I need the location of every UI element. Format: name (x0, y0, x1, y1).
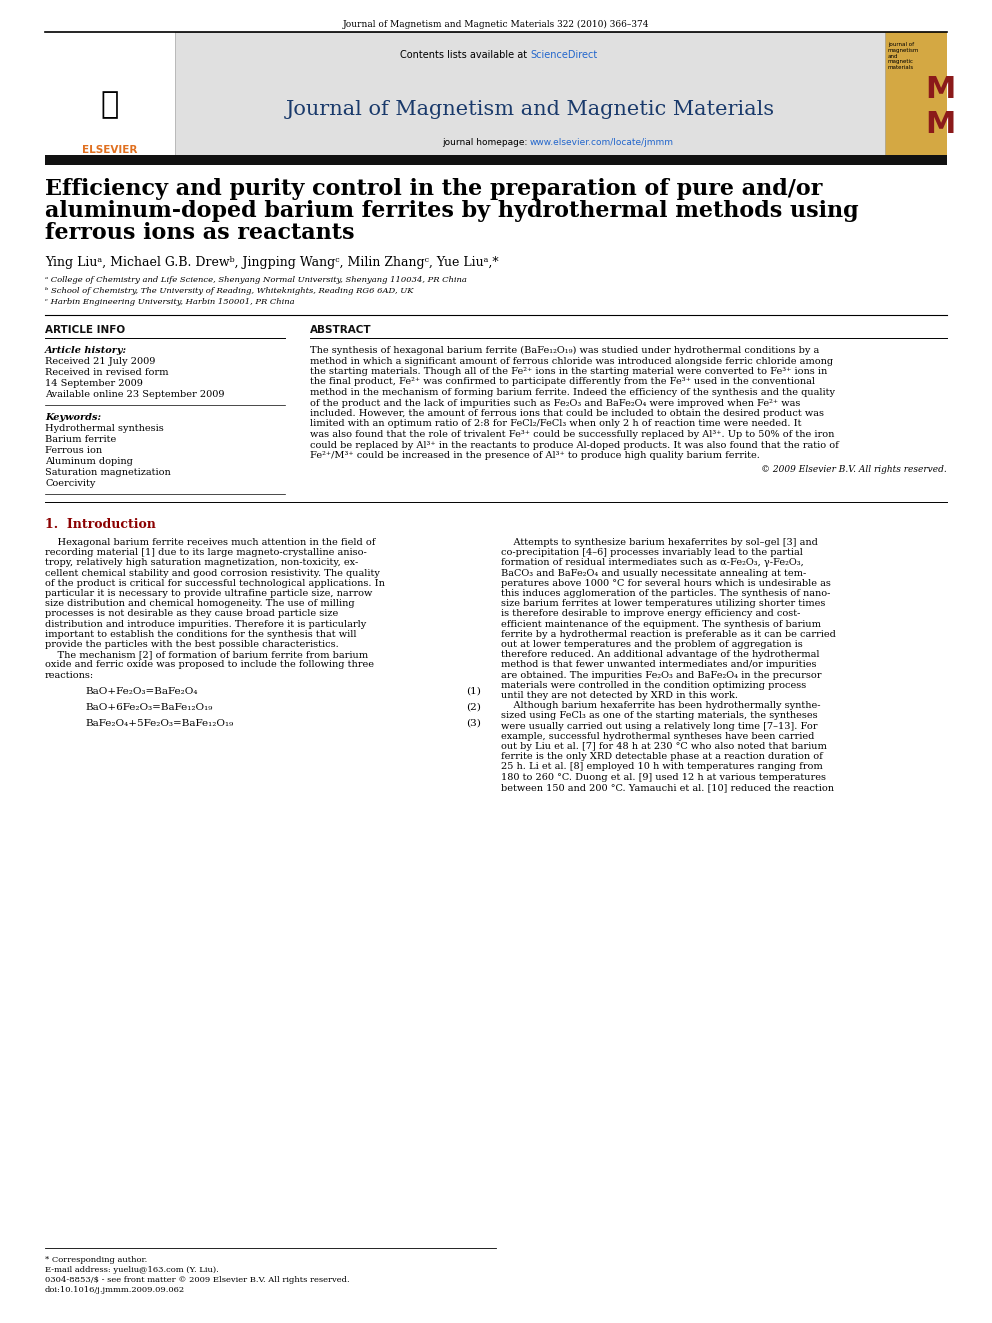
Text: ferrite is the only XRD detectable phase at a reaction duration of: ferrite is the only XRD detectable phase… (501, 753, 822, 761)
Text: 25 h. Li et al. [8] employed 10 h with temperatures ranging from: 25 h. Li et al. [8] employed 10 h with t… (501, 762, 822, 771)
Text: sized using FeCl₃ as one of the starting materials, the syntheses: sized using FeCl₃ as one of the starting… (501, 712, 817, 721)
Text: 14 September 2009: 14 September 2009 (45, 378, 143, 388)
Text: important to establish the conditions for the synthesis that will: important to establish the conditions fo… (45, 630, 356, 639)
Text: journal homepage:: journal homepage: (441, 138, 530, 147)
Text: BaFe₂O₄+5Fe₂O₃=BaFe₁₂O₁₉: BaFe₂O₄+5Fe₂O₃=BaFe₁₂O₁₉ (85, 718, 233, 728)
Text: 1.  Introduction: 1. Introduction (45, 519, 156, 531)
Text: were usually carried out using a relatively long time [7–13]. For: were usually carried out using a relativ… (501, 721, 817, 730)
Text: Received 21 July 2009: Received 21 July 2009 (45, 357, 156, 366)
Text: ARTICLE INFO: ARTICLE INFO (45, 325, 125, 335)
Text: © 2009 Elsevier B.V. All rights reserved.: © 2009 Elsevier B.V. All rights reserved… (761, 466, 947, 475)
Text: ᶜ Harbin Engineering University, Harbin 150001, PR China: ᶜ Harbin Engineering University, Harbin … (45, 298, 295, 306)
Bar (175, 32, 885, 155)
Text: out by Liu et al. [7] for 48 h at 230 °C who also noted that barium: out by Liu et al. [7] for 48 h at 230 °C… (501, 742, 827, 751)
Text: method in the mechanism of forming barium ferrite. Indeed the efficiency of the : method in the mechanism of forming bariu… (310, 388, 835, 397)
Text: of the product is critical for successful technological applications. In: of the product is critical for successfu… (45, 578, 385, 587)
Text: ABSTRACT: ABSTRACT (310, 325, 372, 335)
Bar (45, 155, 947, 165)
Text: tropy, relatively high saturation magnetization, non-toxicity, ex-: tropy, relatively high saturation magnet… (45, 558, 358, 568)
Text: reactions:: reactions: (45, 671, 94, 680)
Text: Efficiency and purity control in the preparation of pure and/or: Efficiency and purity control in the pre… (45, 179, 822, 200)
Text: included. However, the amount of ferrous ions that could be included to obtain t: included. However, the amount of ferrous… (310, 409, 824, 418)
Text: oxide and ferric oxide was proposed to include the following three: oxide and ferric oxide was proposed to i… (45, 660, 374, 669)
Text: materials were controlled in the condition optimizing process: materials were controlled in the conditi… (501, 681, 806, 689)
Text: therefore reduced. An additional advantage of the hydrothermal: therefore reduced. An additional advanta… (501, 650, 819, 659)
Text: ᵇ School of Chemistry, The University of Reading, Whiteknights, Reading RG6 6AD,: ᵇ School of Chemistry, The University of… (45, 287, 414, 295)
Text: efficient maintenance of the equipment. The synthesis of barium: efficient maintenance of the equipment. … (501, 619, 821, 628)
Text: aluminum-doped barium ferrites by hydrothermal methods using: aluminum-doped barium ferrites by hydrot… (45, 200, 859, 222)
Text: ScienceDirect: ScienceDirect (530, 50, 597, 60)
Text: (1): (1) (466, 687, 481, 696)
Text: Keywords:: Keywords: (45, 413, 101, 422)
Text: Ying Liuᵃ, Michael G.B. Drewᵇ, Jingping Wangᶜ, Milin Zhangᶜ, Yue Liuᵃ,*: Ying Liuᵃ, Michael G.B. Drewᵇ, Jingping … (45, 255, 499, 269)
Text: are obtained. The impurities Fe₂O₃ and BaFe₂O₄ in the precursor: are obtained. The impurities Fe₂O₃ and B… (501, 671, 821, 680)
Text: cellent chemical stability and good corrosion resistivity. The quality: cellent chemical stability and good corr… (45, 569, 380, 578)
Bar (175, 32, 885, 155)
Text: limited with an optimum ratio of 2:8 for FeCl₂/FeCl₃ when only 2 h of reaction t: limited with an optimum ratio of 2:8 for… (310, 419, 802, 429)
Text: Journal of Magnetism and Magnetic Materials: Journal of Magnetism and Magnetic Materi… (286, 101, 775, 119)
Text: Saturation magnetization: Saturation magnetization (45, 468, 171, 478)
Text: this induces agglomeration of the particles. The synthesis of nano-: this induces agglomeration of the partic… (501, 589, 830, 598)
Text: M: M (925, 110, 955, 139)
Text: The mechanism [2] of formation of barium ferrite from barium: The mechanism [2] of formation of barium… (45, 650, 368, 659)
Text: BaO+6Fe₂O₃=BaFe₁₂O₁₉: BaO+6Fe₂O₃=BaFe₁₂O₁₉ (85, 703, 212, 712)
Text: www.elsevier.com/locate/jmmm: www.elsevier.com/locate/jmmm (530, 138, 674, 147)
Text: processes is not desirable as they cause broad particle size: processes is not desirable as they cause… (45, 610, 338, 618)
Text: is therefore desirable to improve energy efficiency and cost-: is therefore desirable to improve energy… (501, 610, 801, 618)
Text: method in which a significant amount of ferrous chloride was introduced alongsid: method in which a significant amount of … (310, 356, 833, 365)
Text: could be replaced by Al³⁺ in the reactants to produce Al-doped products. It was : could be replaced by Al³⁺ in the reactan… (310, 441, 839, 450)
Text: Available online 23 September 2009: Available online 23 September 2009 (45, 390, 224, 400)
Text: Article history:: Article history: (45, 347, 127, 355)
Text: Fe²⁺/M³⁺ could be increased in the presence of Al³⁺ to produce high quality bari: Fe²⁺/M³⁺ could be increased in the prese… (310, 451, 760, 460)
Text: (2): (2) (466, 703, 481, 712)
Text: Hydrothermal synthesis: Hydrothermal synthesis (45, 423, 164, 433)
Text: Aluminum doping: Aluminum doping (45, 456, 133, 466)
Text: distribution and introduce impurities. Therefore it is particularly: distribution and introduce impurities. T… (45, 619, 366, 628)
Text: Although barium hexaferrite has been hydrothermally synthe-: Although barium hexaferrite has been hyd… (501, 701, 820, 710)
Text: Contents lists available at: Contents lists available at (400, 50, 530, 60)
Text: BaCO₃ and BaFe₂O₄ and usually necessitate annealing at tem-: BaCO₃ and BaFe₂O₄ and usually necessitat… (501, 569, 806, 578)
Text: doi:10.1016/j.jmmm.2009.09.062: doi:10.1016/j.jmmm.2009.09.062 (45, 1286, 186, 1294)
Bar (45, 32, 175, 155)
Text: size distribution and chemical homogeneity. The use of milling: size distribution and chemical homogenei… (45, 599, 354, 609)
Text: Coercivity: Coercivity (45, 479, 95, 488)
Text: Attempts to synthesize barium hexaferrites by sol–gel [3] and: Attempts to synthesize barium hexaferrit… (501, 538, 817, 546)
Text: example, successful hydrothermal syntheses have been carried: example, successful hydrothermal synthes… (501, 732, 814, 741)
Text: between 150 and 200 °C. Yamauchi et al. [10] reduced the reaction: between 150 and 200 °C. Yamauchi et al. … (501, 783, 834, 791)
Text: peratures above 1000 °C for several hours which is undesirable as: peratures above 1000 °C for several hour… (501, 578, 831, 587)
Text: the final product, Fe²⁺ was confirmed to participate differently from the Fe³⁺ u: the final product, Fe²⁺ was confirmed to… (310, 377, 815, 386)
Text: (3): (3) (466, 718, 481, 728)
Text: journal of
magnetism
and
magnetic
materials: journal of magnetism and magnetic materi… (888, 42, 920, 70)
Text: co-precipitation [4–6] processes invariably lead to the partial: co-precipitation [4–6] processes invaria… (501, 548, 803, 557)
Text: Barium ferrite: Barium ferrite (45, 435, 116, 445)
Text: Journal of Magnetism and Magnetic Materials 322 (2010) 366–374: Journal of Magnetism and Magnetic Materi… (343, 20, 649, 29)
Text: 180 to 260 °C. Duong et al. [9] used 12 h at various temperatures: 180 to 260 °C. Duong et al. [9] used 12 … (501, 773, 826, 782)
Text: ᵃ College of Chemistry and Life Science, Shenyang Normal University, Shenyang 11: ᵃ College of Chemistry and Life Science,… (45, 277, 467, 284)
Text: 🌳: 🌳 (101, 90, 119, 119)
Text: M: M (925, 75, 955, 105)
Text: size barium ferrites at lower temperatures utilizing shorter times: size barium ferrites at lower temperatur… (501, 599, 825, 609)
Text: ferrous ions as reactants: ferrous ions as reactants (45, 222, 354, 243)
Text: Ferrous ion: Ferrous ion (45, 446, 102, 455)
Text: the starting materials. Though all of the Fe²⁺ ions in the starting material wer: the starting materials. Though all of th… (310, 366, 827, 376)
Text: method is that fewer unwanted intermediates and/or impurities: method is that fewer unwanted intermedia… (501, 660, 816, 669)
Text: * Corresponding author.: * Corresponding author. (45, 1256, 147, 1263)
Text: E-mail address: yueliu@163.com (Y. Liu).: E-mail address: yueliu@163.com (Y. Liu). (45, 1266, 219, 1274)
Text: provide the particles with the best possible characteristics.: provide the particles with the best poss… (45, 640, 338, 650)
Text: recording material [1] due to its large magneto-crystalline aniso-: recording material [1] due to its large … (45, 548, 367, 557)
Text: Hexagonal barium ferrite receives much attention in the field of: Hexagonal barium ferrite receives much a… (45, 538, 375, 546)
Text: ELSEVIER: ELSEVIER (82, 146, 138, 155)
Text: ferrite by a hydrothermal reaction is preferable as it can be carried: ferrite by a hydrothermal reaction is pr… (501, 630, 836, 639)
Text: until they are not detected by XRD in this work.: until they are not detected by XRD in th… (501, 691, 738, 700)
Text: BaO+Fe₂O₃=BaFe₂O₄: BaO+Fe₂O₃=BaFe₂O₄ (85, 687, 197, 696)
Text: Received in revised form: Received in revised form (45, 368, 169, 377)
Bar (885, 32, 947, 155)
Text: of the product and the lack of impurities such as Fe₂O₃ and BaFe₂O₄ were improve: of the product and the lack of impuritie… (310, 398, 801, 407)
Text: 0304-8853/$ - see front matter © 2009 Elsevier B.V. All rights reserved.: 0304-8853/$ - see front matter © 2009 El… (45, 1275, 349, 1285)
Text: was also found that the role of trivalent Fe³⁺ could be successfully replaced by: was also found that the role of trivalen… (310, 430, 834, 439)
Text: formation of residual intermediates such as α-Fe₂O₃, γ-Fe₂O₃,: formation of residual intermediates such… (501, 558, 804, 568)
Text: The synthesis of hexagonal barium ferrite (BaFe₁₂O₁₉) was studied under hydrothe: The synthesis of hexagonal barium ferrit… (310, 347, 819, 355)
Text: particular it is necessary to provide ultrafine particle size, narrow: particular it is necessary to provide ul… (45, 589, 372, 598)
Text: out at lower temperatures and the problem of aggregation is: out at lower temperatures and the proble… (501, 640, 803, 650)
